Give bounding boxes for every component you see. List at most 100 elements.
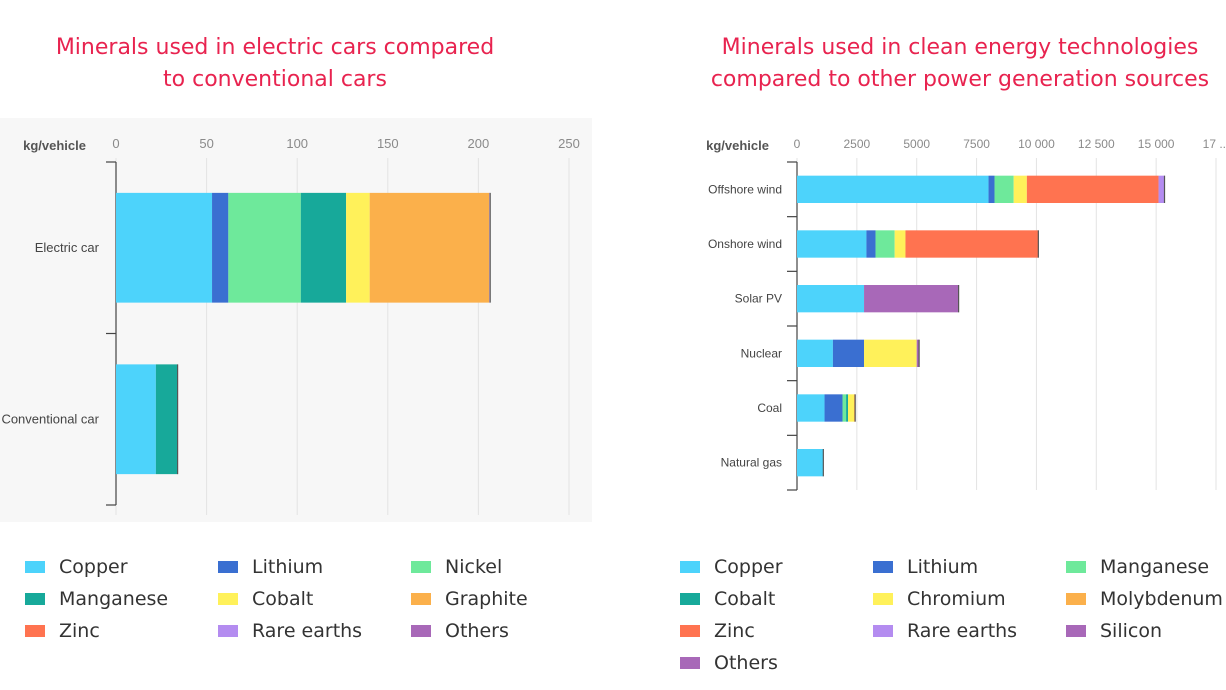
- right-chart-legend-item-rare-earths: Rare earths: [873, 620, 1017, 642]
- right-chart-legend-swatch: [1066, 561, 1086, 573]
- right-chart-category-label-solar-pv: Solar PV: [735, 292, 782, 306]
- right-chart-bar-nuclear-lithium: [832, 339, 865, 367]
- right-chart-bar-onshore-wind-manganese: [875, 230, 895, 258]
- right-chart-title: Minerals used in clean energy technologi…: [680, 32, 1226, 96]
- right-chart-bar-nuclear-others: [916, 339, 920, 367]
- left-chart-legend-label: Zinc: [59, 620, 100, 642]
- right-chart-bar-coal-cobalt: [846, 394, 848, 422]
- left-chart-legend-item-manganese: Manganese: [25, 588, 168, 610]
- left-chart-legend-swatch: [218, 625, 238, 637]
- left-chart-tick-label: 50: [199, 136, 213, 151]
- left-chart-legend-swatch: [25, 561, 45, 573]
- left-chart-legend-swatch: [411, 593, 431, 605]
- right-chart-legend-label: Chromium: [907, 588, 1006, 610]
- left-chart-title-line-1: Minerals used in electric cars compared: [55, 35, 495, 60]
- left-chart-legend-swatch: [218, 561, 238, 573]
- right-chart-bar-natural-gas-copper: [797, 449, 824, 477]
- right-chart-legend-item-molybdenum: Molybdenum: [1066, 588, 1223, 610]
- right-chart-legend-label: Silicon: [1100, 620, 1163, 642]
- left-chart-bar-electric-car-lithium: [212, 192, 229, 303]
- right-chart-title-line-2: compared to other power generation sourc…: [710, 67, 1210, 92]
- left-chart-bar-electric-car-manganese: [300, 192, 347, 303]
- left-chart-legend-swatch: [411, 561, 431, 573]
- right-chart-bar-onshore-wind-copper: [797, 230, 867, 258]
- right-chart-bar-offshore-wind-chromium: [1013, 175, 1027, 203]
- left-chart-bar-electric-car-nickel: [228, 192, 301, 303]
- right-chart-category-label-nuclear: Nuclear: [741, 346, 782, 360]
- left-chart-legend-swatch: [25, 625, 45, 637]
- right-chart-bar-onshore-wind-zinc: [905, 230, 1039, 258]
- left-chart-bar-conventional-car-manganese: [155, 364, 178, 475]
- left-chart-legend-label: Manganese: [59, 588, 169, 610]
- left-chart-legend-label: Nickel: [445, 556, 503, 578]
- right-chart-bar-solar-pv-copper: [797, 285, 865, 313]
- right-chart: 0 2500 5000 7500 10 000 12 500 15 000 17 ... kg/…: [706, 137, 1226, 491]
- right-chart-bar-coal-chromium: [847, 394, 854, 422]
- right-chart-bar-coal-manganese: [842, 394, 847, 422]
- left-chart-category-label-conventional-car: Conventional car: [1, 411, 99, 426]
- left-chart-bar-conventional-car-copper: [116, 364, 156, 475]
- left-chart-legend-label: Copper: [59, 556, 128, 578]
- left-chart-bar-electric-car-copper: [116, 192, 213, 303]
- left-chart-title: Minerals used in electric cars compared …: [20, 32, 530, 96]
- left-chart-legend-item-graphite: Graphite: [411, 588, 528, 610]
- right-chart-legend-label: Rare earths: [907, 620, 1018, 642]
- right-chart-legend-item-others: Others: [680, 652, 778, 674]
- right-chart-legend-swatch: [873, 625, 893, 637]
- right-chart-bar-offshore-wind-zinc: [1026, 175, 1159, 203]
- left-chart-tick-label: 100: [286, 136, 308, 151]
- left-chart-legend-item-lithium: Lithium: [218, 556, 323, 578]
- right-chart-tick-label: 15 000: [1138, 137, 1175, 151]
- left-chart-legend-swatch: [411, 625, 431, 637]
- left-chart-legend-item-rare-earths: Rare earths: [218, 620, 362, 642]
- right-chart-bar-coal-lithium: [824, 394, 843, 422]
- right-chart-bar-offshore-wind-manganese: [994, 175, 1014, 203]
- left-chart-legend-item-others: Others: [411, 620, 509, 642]
- left-chart-unit-label: kg/vehicle: [23, 138, 86, 153]
- left-chart-tick-label: 200: [468, 136, 490, 151]
- right-chart-title-line-1: Minerals used in clean energy technologi…: [721, 35, 1199, 60]
- right-chart-legend-swatch: [680, 625, 700, 637]
- right-chart-legend-label: Zinc: [714, 620, 755, 642]
- right-chart-tick-label: 5000: [903, 137, 930, 151]
- right-chart-legend-swatch: [873, 593, 893, 605]
- right-chart-legend-label: Lithium: [907, 556, 979, 578]
- right-chart-category-label-natural-gas: Natural gas: [721, 456, 782, 470]
- right-chart-bar-nuclear-chromium: [864, 339, 917, 367]
- left-chart-legend-label: Graphite: [445, 588, 528, 610]
- right-chart-legend-swatch: [1066, 593, 1086, 605]
- left-chart-legend-label: Rare earths: [252, 620, 363, 642]
- left-chart-tick-label: 0: [112, 136, 119, 151]
- right-chart-bar-nuclear-copper: [797, 339, 833, 367]
- left-chart-tick-label: 150: [377, 136, 399, 151]
- right-chart-category-label-offshore-wind: Offshore wind: [708, 182, 782, 196]
- right-chart-legend-label: Others: [714, 652, 778, 674]
- right-chart-legend-item-lithium: Lithium: [873, 556, 978, 578]
- right-chart-legend-label: Copper: [714, 556, 783, 578]
- left-chart-legend-item-nickel: Nickel: [411, 556, 502, 578]
- right-chart-legend-item-cobalt: Cobalt: [680, 588, 775, 610]
- left-chart-category-label-electric-car: Electric car: [35, 240, 100, 255]
- left-chart: 0 50 100 150 200 250 kg/vehicle Electric car Con…: [1, 136, 580, 515]
- right-chart-tick-label: 0: [794, 137, 801, 151]
- right-chart-bar-offshore-wind-copper: [797, 175, 989, 203]
- right-chart-legend-item-zinc: Zinc: [680, 620, 755, 642]
- right-chart-bar-solar-pv-silicon: [864, 285, 959, 313]
- right-chart-legend-item-manganese: Manganese: [1066, 556, 1209, 578]
- right-chart-tick-label: 17 ...: [1203, 137, 1226, 151]
- right-chart-category-label-onshore-wind: Onshore wind: [708, 237, 782, 251]
- left-chart-legend-label: Others: [445, 620, 509, 642]
- right-chart-legend-item-copper: Copper: [680, 556, 783, 578]
- right-chart-legend-swatch: [873, 561, 893, 573]
- left-chart-background: [0, 118, 592, 522]
- left-chart-legend-label: Lithium: [252, 556, 324, 578]
- left-chart-bar-electric-car-graphite: [369, 192, 490, 303]
- right-chart-legend-swatch: [680, 593, 700, 605]
- right-chart-legend-item-silicon: Silicon: [1066, 620, 1162, 642]
- right-chart-legend-label: Manganese: [1100, 556, 1210, 578]
- right-chart-bar-offshore-wind-rare-earths: [1158, 175, 1165, 203]
- right-chart-legend-swatch: [1066, 625, 1086, 637]
- left-chart-tick-label: 250: [558, 136, 580, 151]
- right-chart-bar-onshore-wind-chromium: [894, 230, 906, 258]
